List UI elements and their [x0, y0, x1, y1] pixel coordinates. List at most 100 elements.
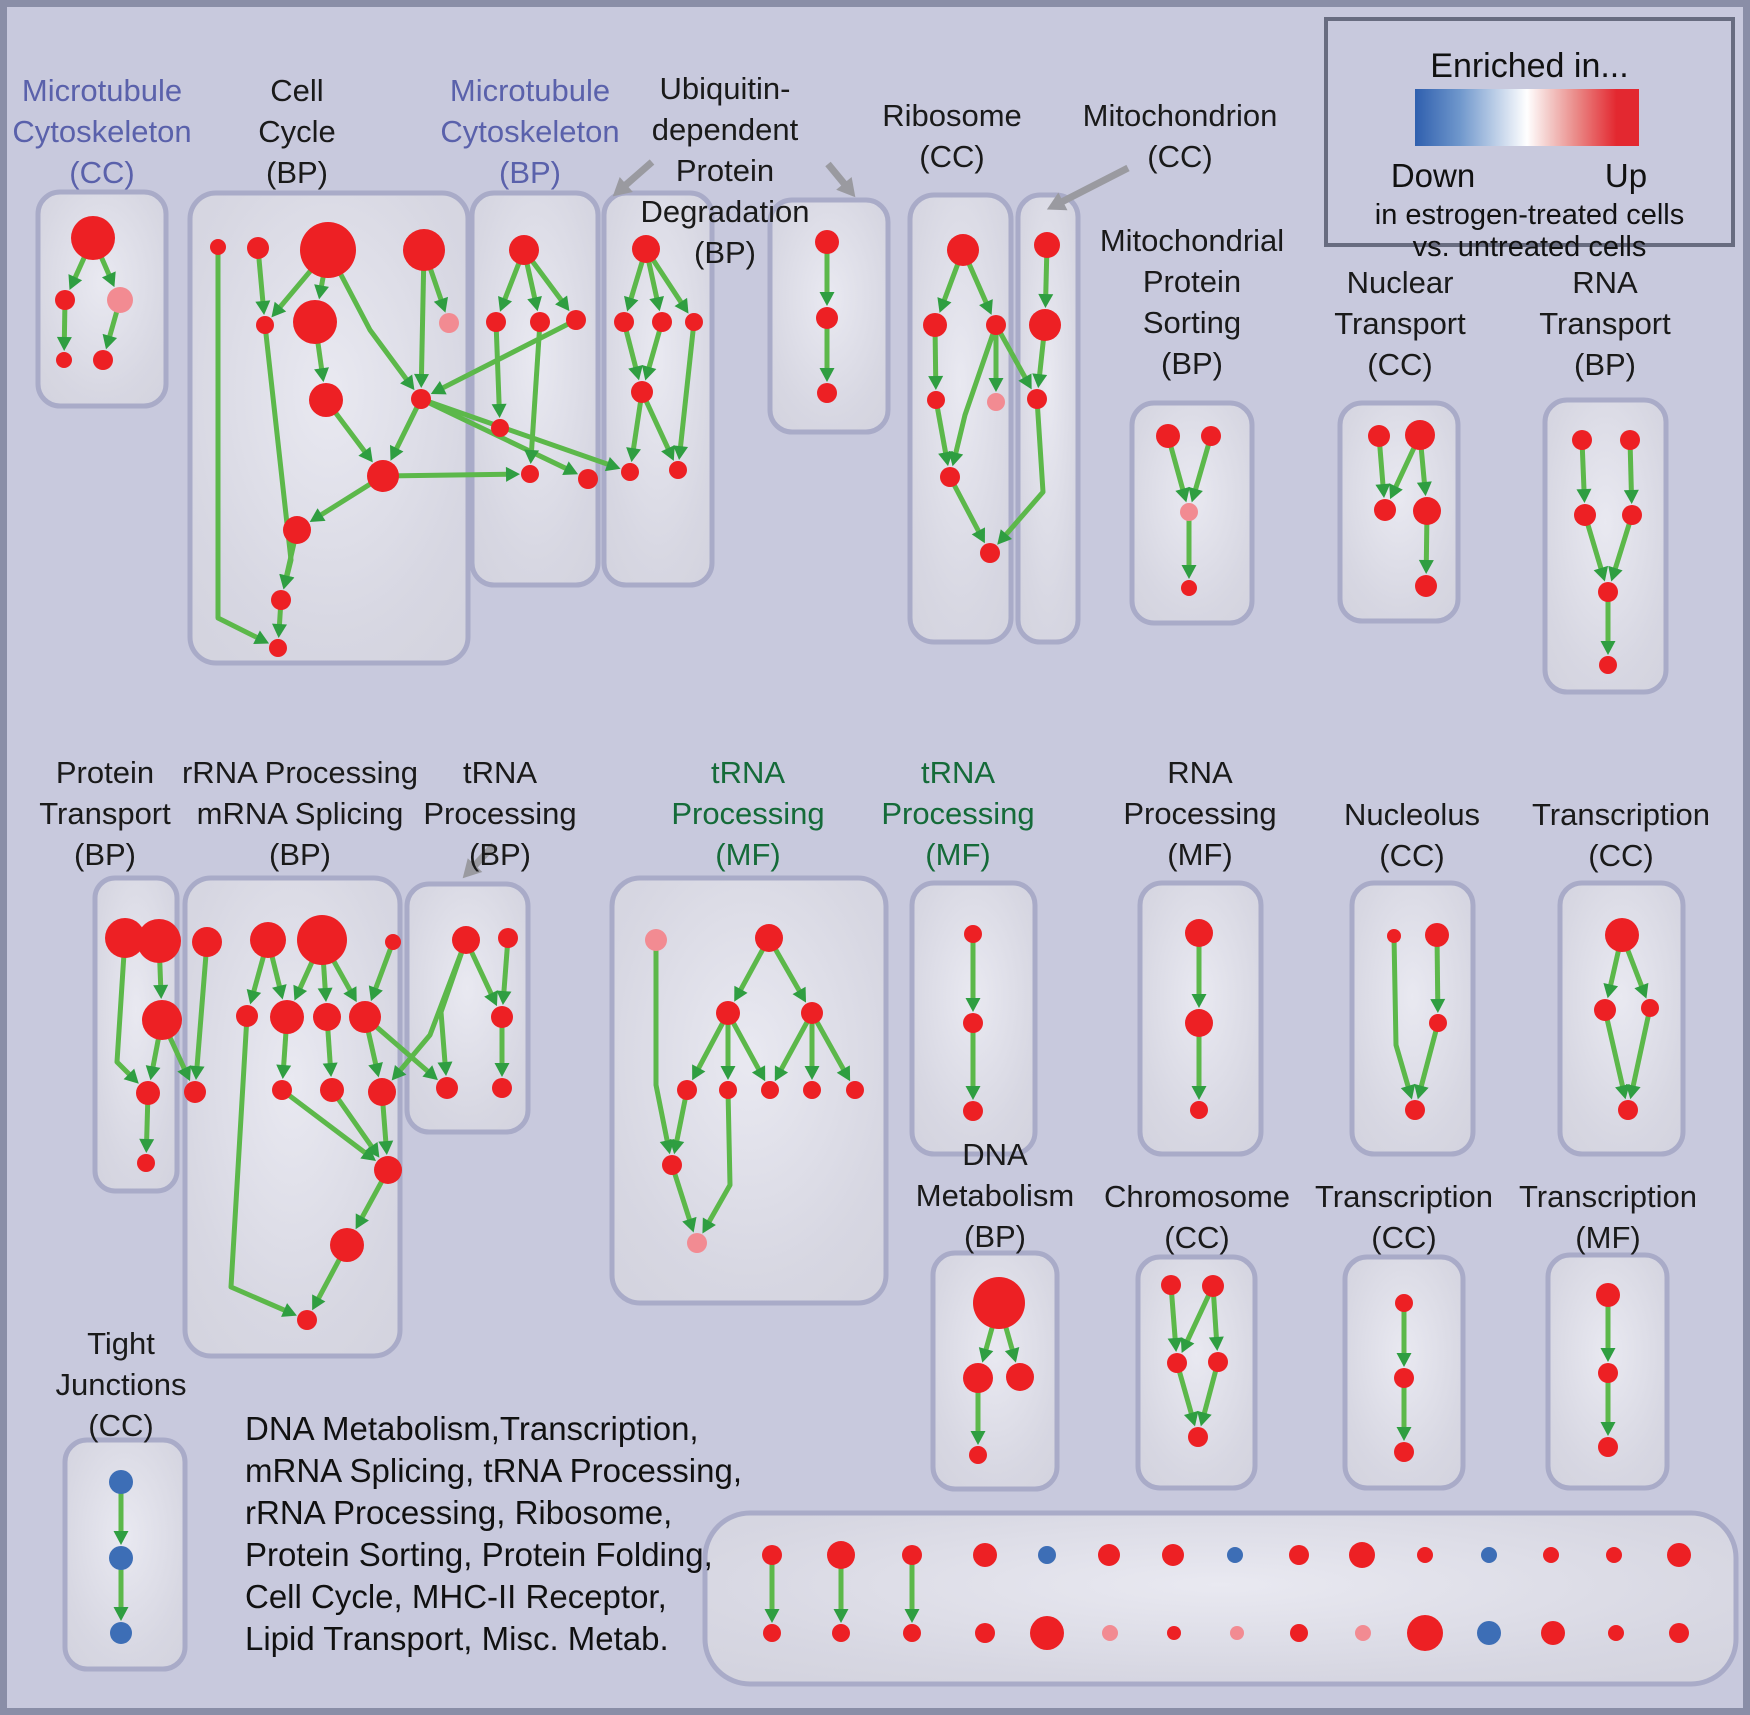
gene-node-red — [1608, 1625, 1624, 1641]
edge-arrow-head — [496, 990, 512, 1006]
edge-arrow-head — [360, 1146, 377, 1161]
gene-node-red — [269, 639, 287, 657]
gene-node-red — [1669, 1623, 1689, 1643]
edge-arrow-head — [113, 1607, 129, 1621]
gene-node-red — [816, 307, 838, 329]
edge-arrow-head — [276, 1064, 292, 1080]
misc-clusters-annotation: DNA Metabolism,Transcription, mRNA Splic… — [245, 1410, 743, 1657]
gene-node-red — [1594, 999, 1616, 1021]
gene-node-red — [1290, 1624, 1308, 1642]
edge-arrow — [1003, 398, 1046, 538]
go-term-label-transcription-mf: Transcription (MF) — [1518, 1179, 1698, 1255]
gene-node-red — [247, 237, 269, 259]
edge-arrow-head — [1375, 483, 1391, 499]
edge-arrow-head — [1389, 483, 1403, 500]
go-term-label-trna-bp: tRNA Processing (BP) — [423, 755, 577, 872]
gene-node-red — [903, 1624, 921, 1642]
edge-arrow-head — [437, 1061, 453, 1077]
edge-arrow-head — [669, 1139, 685, 1155]
go-term-box — [1557, 880, 1686, 1157]
edge-arrow-head — [246, 988, 262, 1005]
gene-node-red — [1006, 1363, 1034, 1391]
edge-arrow-head — [1600, 1348, 1616, 1362]
edge-arrow-head — [1032, 373, 1048, 389]
gene-node-red — [509, 235, 539, 265]
gene-node-red — [256, 316, 274, 334]
gene-node-pink — [645, 929, 667, 951]
edge-arrow-head — [641, 364, 657, 381]
edge-arrow-head — [979, 299, 993, 315]
gene-node-red — [137, 919, 181, 963]
legend-condition-line1: in estrogen-treated cells — [1374, 199, 1685, 231]
gene-node-pink — [107, 287, 133, 313]
edge-arrow-head — [1600, 1422, 1616, 1436]
gene-node-red — [1618, 1100, 1638, 1120]
gene-node-red — [1405, 420, 1435, 450]
gene-node-red — [1190, 1101, 1208, 1119]
edge-arrow-head — [904, 1609, 920, 1623]
gene-node-red — [1161, 1275, 1181, 1295]
gene-node-red — [1598, 1437, 1618, 1457]
gene-node-red — [105, 918, 145, 958]
gene-node-red — [1349, 1542, 1375, 1568]
label-pointer-arrow-head — [612, 176, 633, 197]
gene-node-red — [486, 312, 506, 332]
edge-arrow-head — [498, 295, 513, 312]
gene-node-blue — [1481, 1547, 1497, 1563]
edge-arrow — [947, 475, 982, 534]
edge-arrow — [493, 321, 502, 407]
gene-node-red — [1543, 1547, 1559, 1563]
label-pointer-arrow — [622, 159, 655, 189]
gene-node-red — [1387, 929, 1401, 943]
edge-arrow-head — [101, 271, 116, 288]
gene-node-red — [403, 229, 445, 271]
edge-arrow-head — [971, 527, 985, 544]
gene-node-red — [1405, 1100, 1425, 1120]
gene-node-red — [136, 1081, 160, 1105]
gene-node-red — [436, 1077, 458, 1099]
edge-arrow-head — [1625, 1083, 1641, 1100]
go-term-box — [187, 190, 471, 666]
edge-arrow — [228, 1015, 287, 1314]
edge-arrow-head — [751, 1065, 766, 1082]
edge-arrow-head — [674, 297, 689, 314]
edge-arrow-head — [1191, 994, 1207, 1008]
gene-node-red — [349, 1001, 381, 1033]
edge-arrow-head — [433, 296, 448, 313]
gene-node-red — [1413, 497, 1441, 525]
edge-arrow-head — [271, 301, 287, 318]
gene-node-blue — [1477, 1621, 1501, 1645]
edge-arrow-head — [1183, 1410, 1199, 1427]
gene-node-red — [521, 465, 539, 483]
gene-node-red — [927, 391, 945, 409]
edge-arrow-head — [1623, 489, 1639, 505]
go-term-label-cell-cycle: Cell Cycle (BP) — [258, 73, 336, 190]
edge-arrow-head — [281, 1303, 297, 1317]
edge-arrow-head — [628, 364, 643, 381]
gene-node-red — [411, 389, 431, 409]
go-term-label-nuclear-transport: Nuclear Transport (CC) — [1334, 265, 1466, 382]
edge-arrow-head — [1634, 982, 1649, 999]
edge-arrow — [114, 937, 133, 1078]
edge-arrow-head — [272, 623, 287, 639]
gene-node-red — [902, 1545, 922, 1565]
gene-node-red — [492, 1078, 512, 1098]
go-term-label-microtubule-cc: Microtubule Cytoskeleton (CC) — [12, 73, 192, 190]
edge-arrow-head — [604, 457, 621, 472]
edge-arrow-head — [819, 368, 835, 382]
gene-node-red — [1185, 919, 1213, 947]
edge-arrow-head — [123, 1068, 139, 1084]
edge-arrow-head — [414, 373, 430, 389]
edge-arrow-head — [702, 1217, 716, 1234]
gene-node-red — [1574, 504, 1596, 526]
edge-arrow-head — [965, 998, 981, 1012]
edge-arrow — [809, 1011, 847, 1073]
gene-node-red — [142, 1000, 182, 1040]
edge-arrow-head — [272, 984, 287, 1000]
gene-node-red — [313, 1003, 341, 1031]
gene-node-blue — [1227, 1547, 1243, 1563]
gene-node-blue — [110, 1622, 132, 1644]
gene-node-red — [1425, 923, 1449, 947]
go-term-label-chromosome: Chromosome (CC) — [1103, 1179, 1291, 1255]
edge-arrow-head — [491, 403, 507, 419]
